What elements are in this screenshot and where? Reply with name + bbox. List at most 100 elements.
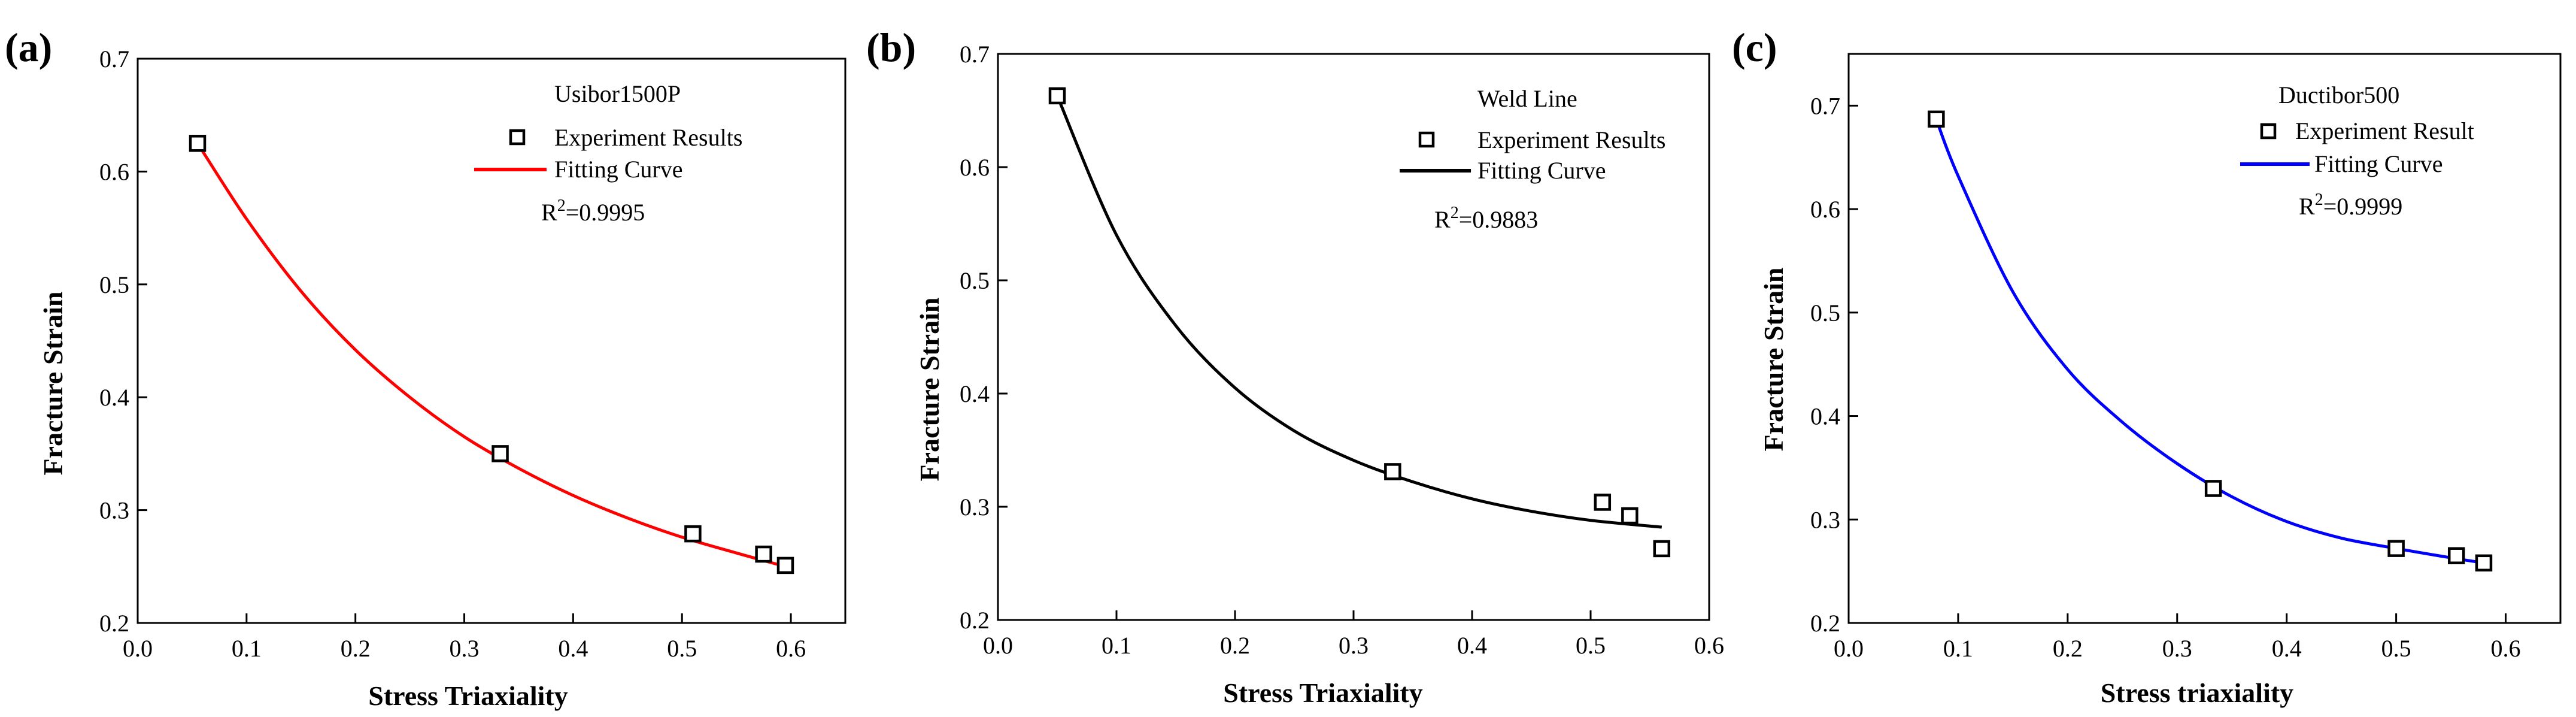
legend-header-c: Ductibor500 [2278, 81, 2399, 108]
plot-frame-a [136, 58, 846, 624]
y-tick-label-b-1: 0.3 [960, 494, 990, 521]
y-tick-label-b-3: 0.5 [960, 267, 990, 294]
x-axis-title-b: Stress Triaxiality [1223, 677, 1423, 708]
y-tick-label-b-5: 0.7 [960, 41, 990, 68]
legend-marker-c [2260, 123, 2277, 140]
experiment-point-c-3 [2447, 547, 2465, 564]
x-tick-label-a-2: 0.2 [341, 635, 371, 662]
x-tick-label-b-2: 0.2 [1220, 632, 1250, 659]
legend-a: Usibor1500P Experiment Results Fitting C… [474, 80, 742, 226]
x-tick-label-b-0: 0.0 [983, 632, 1013, 659]
x-tick-label-b-3: 0.3 [1339, 632, 1369, 659]
legend-scatter-label-a: Experiment Results [554, 124, 742, 151]
experiment-markers-c [1928, 110, 2493, 572]
x-tick-label-c-1: 0.1 [1943, 635, 1973, 662]
x-tick-label-c-3: 0.3 [2162, 635, 2192, 662]
legend-header-a: Usibor1500P [554, 80, 681, 107]
y-tick-label-c-4: 0.6 [1810, 196, 1840, 223]
panel-c: (c) 0.0 0.1 0.2 0.3 0.4 0.5 0.6 0.2 0.3 0.4 0.5 0.6… [1732, 25, 2562, 708]
panel-a: (a) 0.0 0.1 0.2 0.3 0.4 0.5 0.6 0.2 0.3 0.4 0.5 0.6… [5, 25, 846, 711]
y-axis-title-b: Fracture Strain [914, 297, 945, 481]
r-squared-prefix-a: R [541, 199, 557, 226]
r-squared-b: R2=0.9883 [1434, 204, 1538, 233]
r-squared-prefix-c: R [2299, 193, 2315, 220]
experiment-point-a-4 [776, 556, 794, 574]
y-tick-label-a-3: 0.5 [99, 271, 129, 298]
experiment-point-a-1 [491, 445, 509, 462]
r-squared-value-c: =0.9999 [2323, 193, 2403, 220]
r-squared-value-b: =0.9883 [1459, 206, 1539, 233]
x-axis-title-c: Stress triaxiality [2101, 677, 2293, 708]
r-squared-sup-b: 2 [1451, 204, 1459, 222]
experiment-point-b-3 [1621, 507, 1639, 525]
y-tick-label-b-4: 0.6 [960, 154, 990, 181]
fitting-curve-b [1055, 95, 1662, 529]
legend-marker-b [1418, 131, 1435, 148]
experiment-point-a-0 [189, 135, 207, 152]
y-tick-label-c-1: 0.3 [1810, 506, 1840, 533]
y-tick-label-c-5: 0.7 [1810, 92, 1840, 119]
experiment-point-c-4 [2475, 554, 2493, 572]
experiment-point-b-4 [1653, 540, 1671, 558]
experiment-point-a-3 [755, 545, 772, 563]
experiment-point-c-1 [2204, 480, 2222, 497]
legend-b: Weld Line Experiment Results Fitting Cur… [1400, 85, 1665, 233]
x-tick-label-b-1: 0.1 [1102, 632, 1131, 659]
x-tick-label-a-6: 0.6 [776, 635, 806, 662]
ticks-a: 0.0 0.1 0.2 0.3 0.4 0.5 0.6 0.2 0.3 0.4 0.5 0.6 0.7 [99, 46, 806, 662]
r-squared-c: R2=0.9999 [2299, 190, 2402, 220]
x-tick-label-c-2: 0.2 [2053, 635, 2083, 662]
r-squared-sup-a: 2 [557, 196, 566, 215]
legend-scatter-label-c: Experiment Result [2295, 117, 2474, 144]
y-tick-label-c-3: 0.5 [1810, 299, 1840, 326]
y-tick-label-c-0: 0.2 [1810, 610, 1840, 637]
legend-header-b: Weld Line [1477, 85, 1577, 112]
x-tick-label-a-1: 0.1 [232, 635, 262, 662]
panel-label-a: (a) [5, 25, 52, 70]
x-tick-label-c-5: 0.5 [2381, 635, 2411, 662]
y-tick-label-a-1: 0.3 [99, 497, 129, 524]
legend-line-label-a: Fitting Curve [554, 156, 682, 183]
legend-scatter-label-b: Experiment Results [1477, 126, 1665, 153]
y-tick-label-a-2: 0.4 [99, 384, 129, 411]
experiment-point-b-2 [1594, 494, 1612, 511]
experiment-markers-b [1048, 87, 1671, 558]
y-tick-label-a-4: 0.6 [99, 158, 129, 185]
x-tick-label-b-6: 0.6 [1694, 632, 1724, 659]
experiment-point-a-2 [684, 525, 702, 543]
x-tick-label-a-5: 0.5 [667, 635, 697, 662]
panel-label-b: (b) [866, 25, 916, 70]
x-tick-label-c-0: 0.0 [1834, 635, 1864, 662]
x-axis-title-a: Stress Triaxiality [368, 680, 568, 711]
experiment-point-b-0 [1048, 87, 1066, 105]
y-tick-label-a-5: 0.7 [99, 46, 129, 72]
x-tick-label-b-4: 0.4 [1457, 632, 1487, 659]
y-tick-label-b-2: 0.4 [960, 380, 990, 407]
r-squared-a: R2=0.9995 [541, 196, 645, 226]
experiment-point-b-1 [1384, 463, 1401, 480]
y-tick-label-b-0: 0.2 [960, 607, 990, 634]
plot-area-a [136, 58, 846, 624]
panel-b: (b) 0.0 0.1 0.2 0.3 0.4 0.5 0.6 0.2 0.3 0.4 0.5 0.6… [866, 25, 1724, 708]
x-tick-label-a-4: 0.4 [558, 635, 588, 662]
y-tick-label-a-0: 0.2 [99, 610, 129, 637]
r-squared-sup-c: 2 [2315, 190, 2323, 209]
legend-marker-a [509, 129, 526, 146]
x-tick-label-b-5: 0.5 [1576, 632, 1606, 659]
x-tick-label-a-3: 0.3 [450, 635, 480, 662]
fitting-curve-a [196, 142, 786, 568]
legend-line-label-b: Fitting Curve [1477, 157, 1606, 184]
panel-label-c: (c) [1732, 25, 1777, 70]
plot-area-c [1847, 53, 2562, 624]
r-squared-value-a: =0.9995 [566, 199, 645, 226]
experiment-point-c-0 [1928, 110, 1945, 128]
experiment-markers-a [189, 135, 794, 574]
x-tick-label-c-6: 0.6 [2491, 635, 2521, 662]
y-axis-title-c: Fracture Strain [1758, 267, 1789, 451]
x-tick-label-a-0: 0.0 [123, 635, 153, 662]
r-squared-prefix-b: R [1434, 206, 1451, 233]
x-tick-label-c-4: 0.4 [2272, 635, 2302, 662]
plot-frame-c [1847, 53, 2562, 624]
ticks-b: 0.0 0.1 0.2 0.3 0.4 0.5 0.6 0.2 0.3 0.4 0.5 0.6 0.7 [960, 41, 1724, 659]
